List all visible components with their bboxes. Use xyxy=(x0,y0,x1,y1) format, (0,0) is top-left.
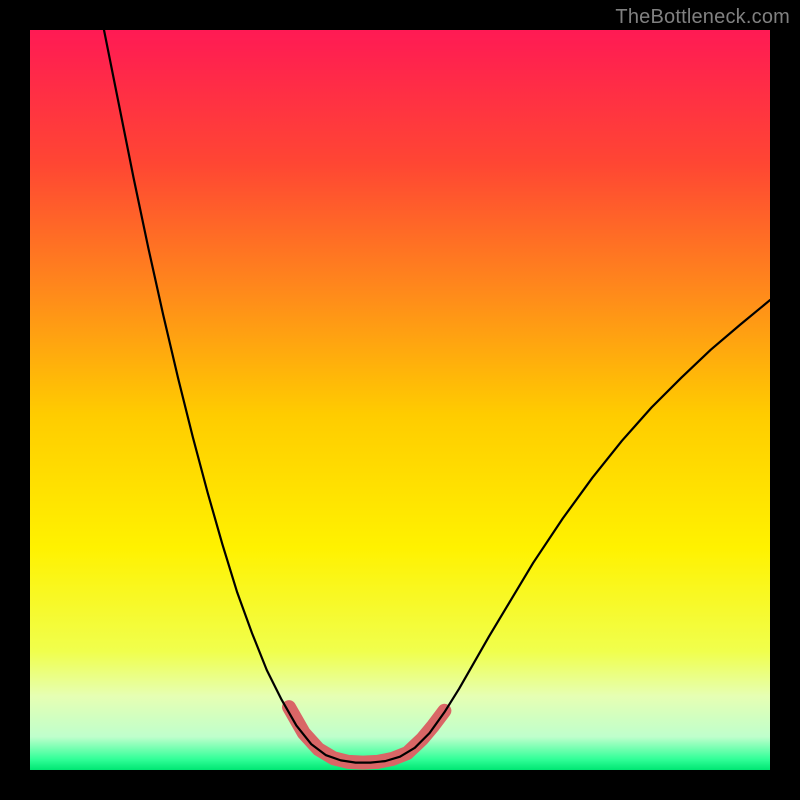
watermark-text: TheBottleneck.com xyxy=(615,6,790,29)
bottleneck-chart xyxy=(30,30,770,770)
